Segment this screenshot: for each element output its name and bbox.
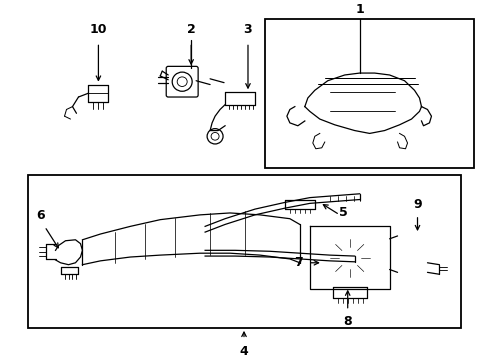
Text: 9: 9 — [412, 198, 421, 211]
Text: 10: 10 — [89, 23, 107, 36]
Text: 4: 4 — [239, 345, 248, 358]
Text: 6: 6 — [36, 208, 45, 221]
Text: 2: 2 — [186, 23, 195, 36]
Text: 8: 8 — [343, 315, 351, 328]
Text: 7: 7 — [293, 256, 302, 269]
Text: 5: 5 — [339, 206, 347, 219]
Text: 3: 3 — [243, 23, 252, 36]
Text: 1: 1 — [355, 3, 363, 15]
Bar — [27, 175, 461, 328]
Bar — [264, 19, 473, 168]
